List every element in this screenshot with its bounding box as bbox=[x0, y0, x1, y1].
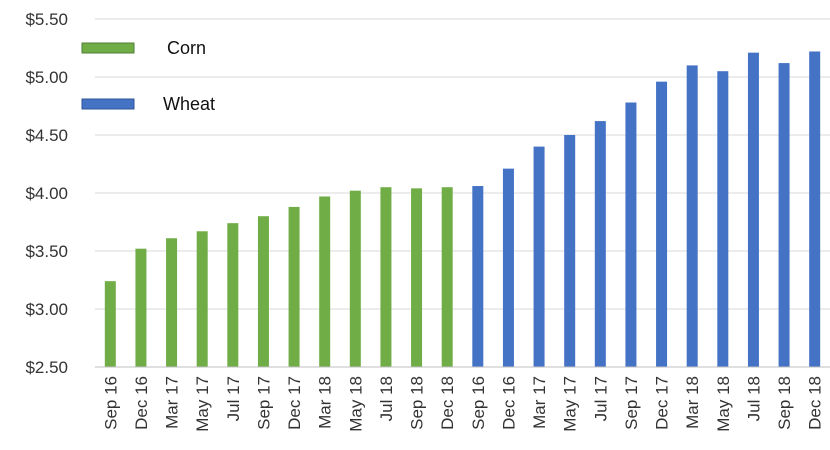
bar-wheat-mar-18 bbox=[686, 65, 698, 368]
bar-corn-dec-18 bbox=[441, 187, 453, 367]
bar-wheat-dec-16 bbox=[502, 168, 514, 367]
x-tick-label: Jul 18 bbox=[377, 376, 396, 421]
y-tick-label: $5.50 bbox=[25, 10, 68, 29]
x-tick-label: May 18 bbox=[346, 376, 365, 432]
x-tick-label: Mar 18 bbox=[683, 376, 702, 429]
x-tick-label: Jul 18 bbox=[744, 376, 763, 421]
x-tick-label: Sep 17 bbox=[254, 376, 273, 430]
legend-swatch-corn bbox=[81, 42, 135, 54]
bars bbox=[104, 51, 821, 368]
x-tick-label: Sep 18 bbox=[775, 376, 794, 430]
bar-corn-mar-17 bbox=[166, 238, 178, 367]
bar-corn-jul-18 bbox=[380, 187, 392, 367]
bar-wheat-sep-17 bbox=[625, 102, 637, 368]
bar-wheat-sep-18 bbox=[778, 63, 790, 368]
gridlines bbox=[95, 18, 830, 310]
bar-corn-may-17 bbox=[196, 231, 208, 367]
x-tick-label: Sep 18 bbox=[408, 376, 427, 430]
x-tick-label: Dec 16 bbox=[132, 376, 151, 430]
bar-corn-sep-18 bbox=[411, 188, 423, 367]
y-tick-label: $4.00 bbox=[25, 184, 68, 203]
bar-corn-dec-16 bbox=[135, 248, 147, 367]
x-tick-label: Mar 18 bbox=[316, 376, 335, 429]
x-tick-label: Dec 16 bbox=[499, 376, 518, 430]
bar-wheat-sep-16 bbox=[472, 186, 484, 367]
legend: Corn Wheat bbox=[81, 38, 215, 114]
x-tick-label: Mar 17 bbox=[530, 376, 549, 429]
bar-wheat-dec-17 bbox=[656, 81, 668, 367]
y-tick-label: $3.50 bbox=[25, 242, 68, 261]
x-tick-label: May 17 bbox=[193, 376, 212, 432]
bar-corn-mar-18 bbox=[319, 196, 331, 367]
y-axis: $2.50 $3.00 $3.50 $4.00 $4.50 $5.00 $5.50 bbox=[25, 10, 68, 377]
x-tick-label: Mar 17 bbox=[163, 376, 182, 429]
legend-label-wheat: Wheat bbox=[163, 94, 215, 114]
bar-wheat-mar-17 bbox=[533, 146, 545, 367]
y-tick-label: $5.00 bbox=[25, 68, 68, 87]
bar-wheat-dec-18 bbox=[809, 51, 821, 367]
x-tick-label: Sep 16 bbox=[101, 376, 120, 430]
legend-swatch-wheat bbox=[81, 98, 135, 110]
bar-wheat-may-17 bbox=[564, 135, 576, 367]
x-tick-label: Sep 17 bbox=[622, 376, 641, 430]
y-tick-label: $4.50 bbox=[25, 126, 68, 145]
bar-corn-sep-16 bbox=[104, 281, 116, 367]
legend-label-corn: Corn bbox=[167, 38, 206, 58]
x-tick-label: Jul 17 bbox=[224, 376, 243, 421]
bar-corn-jul-17 bbox=[227, 223, 239, 367]
x-tick-label: Dec 17 bbox=[653, 376, 672, 430]
x-tick-label: May 17 bbox=[561, 376, 580, 432]
bar-corn-may-18 bbox=[349, 190, 361, 367]
x-axis: Sep 16 Dec 16 Mar 17 May 17 Jul 17 Sep 17 Dec … bbox=[95, 366, 830, 432]
bar-corn-dec-17 bbox=[288, 206, 300, 367]
bar-wheat-may-18 bbox=[717, 71, 729, 367]
x-tick-label: Sep 16 bbox=[469, 376, 488, 430]
x-tick-label: Dec 18 bbox=[438, 376, 457, 430]
x-tick-label: Dec 18 bbox=[806, 376, 825, 430]
bar-wheat-jul-18 bbox=[747, 52, 759, 367]
y-tick-label: $3.00 bbox=[25, 300, 68, 319]
x-tick-label: May 18 bbox=[714, 376, 733, 432]
bar-wheat-jul-17 bbox=[594, 121, 606, 367]
y-tick-label: $2.50 bbox=[25, 358, 68, 377]
bar-corn-sep-17 bbox=[257, 216, 269, 367]
x-tick-label: Dec 17 bbox=[285, 376, 304, 430]
x-tick-label: Jul 17 bbox=[591, 376, 610, 421]
